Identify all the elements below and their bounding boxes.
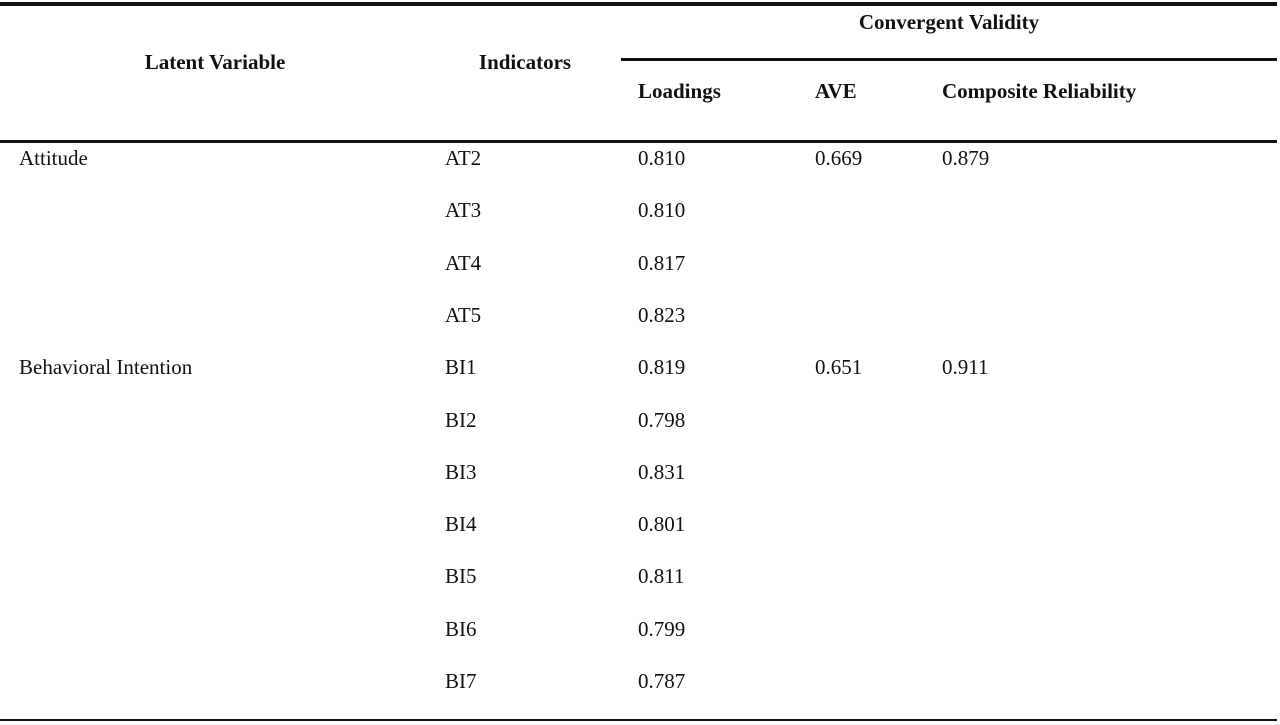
convergent-validity-rule bbox=[621, 58, 1277, 61]
indicator-cell: AT4 bbox=[445, 251, 482, 275]
header-indicators: Indicators bbox=[478, 50, 572, 74]
loading-cell: 0.823 bbox=[638, 303, 686, 327]
indicator-cell: BI3 bbox=[445, 460, 477, 484]
indicator-cell: AT3 bbox=[445, 198, 482, 222]
loading-cell: 0.798 bbox=[638, 408, 686, 432]
indicator-cell: BI7 bbox=[445, 669, 477, 693]
loading-cell: 0.799 bbox=[638, 617, 686, 641]
header-convergent-validity: Convergent Validity bbox=[858, 10, 1040, 34]
header-bottom-rule bbox=[0, 140, 1277, 143]
loading-cell: 0.831 bbox=[638, 460, 686, 484]
indicator-cell: BI2 bbox=[445, 408, 477, 432]
latent-variable-cell: Attitude bbox=[19, 146, 88, 170]
loading-cell: 0.811 bbox=[638, 564, 685, 588]
ave-cell: 0.669 bbox=[815, 146, 863, 170]
indicator-cell: AT5 bbox=[445, 303, 482, 327]
header-ave: AVE bbox=[815, 79, 857, 103]
loading-cell: 0.810 bbox=[638, 146, 686, 170]
indicator-cell: AT2 bbox=[445, 146, 482, 170]
header-latent-variable: Latent Variable bbox=[144, 50, 286, 74]
table-top-rule bbox=[0, 2, 1277, 6]
composite-reliability-cell: 0.911 bbox=[942, 355, 989, 379]
indicator-cell: BI4 bbox=[445, 512, 477, 536]
latent-variable-cell: Behavioral Intention bbox=[19, 355, 193, 379]
indicator-cell: BI1 bbox=[445, 355, 477, 379]
loading-cell: 0.810 bbox=[638, 198, 686, 222]
loading-cell: 0.819 bbox=[638, 355, 686, 379]
header-composite-reliability: Composite Reliability bbox=[942, 79, 1137, 103]
indicator-cell: BI5 bbox=[445, 564, 477, 588]
loading-cell: 0.787 bbox=[638, 669, 686, 693]
header-loadings: Loadings bbox=[638, 79, 721, 103]
composite-reliability-cell: 0.879 bbox=[942, 146, 990, 170]
loading-cell: 0.801 bbox=[638, 512, 686, 536]
table-bottom-rule bbox=[0, 719, 1277, 721]
loading-cell: 0.817 bbox=[638, 251, 686, 275]
indicator-cell: BI6 bbox=[445, 617, 477, 641]
ave-cell: 0.651 bbox=[815, 355, 863, 379]
